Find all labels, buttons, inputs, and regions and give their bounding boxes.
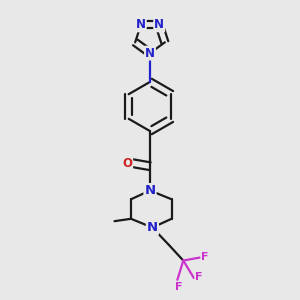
Text: F: F — [196, 272, 203, 282]
Text: N: N — [136, 18, 146, 32]
Text: N: N — [154, 18, 164, 32]
Text: F: F — [202, 252, 209, 262]
Text: F: F — [175, 282, 182, 292]
Text: N: N — [145, 46, 155, 60]
Text: N: N — [147, 221, 158, 234]
Text: O: O — [122, 157, 132, 170]
Text: N: N — [144, 184, 156, 197]
